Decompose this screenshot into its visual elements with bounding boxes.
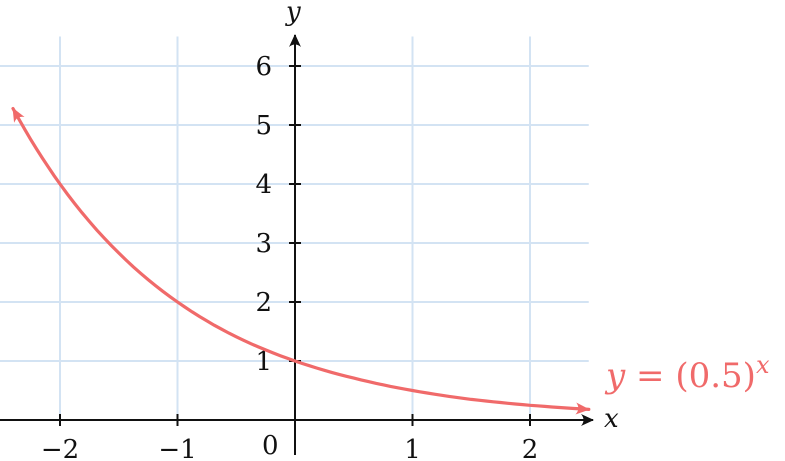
series-label-y: y: [604, 356, 626, 396]
series-label-base: = (0.5): [625, 356, 756, 396]
y-tick-label: 6: [255, 52, 272, 82]
x-tick-label: −2: [41, 435, 79, 461]
origin-label: 0: [262, 431, 279, 461]
y-tick-label: 3: [255, 229, 272, 259]
x-tick-label: 2: [522, 435, 539, 461]
y-tick-label: 2: [255, 288, 272, 318]
series-label-exponent: x: [756, 351, 770, 379]
x-tick-label: 1: [404, 435, 421, 461]
axes: [0, 34, 594, 455]
x-tick-label: −1: [158, 435, 196, 461]
x-axis-label: x: [604, 404, 619, 434]
y-tick-label: 4: [255, 170, 272, 200]
series-line-exponential: [11, 106, 591, 415]
y-tick-label: 5: [255, 111, 272, 141]
y-axis-label: y: [285, 0, 301, 27]
series-label: y = (0.5)x: [604, 351, 770, 396]
